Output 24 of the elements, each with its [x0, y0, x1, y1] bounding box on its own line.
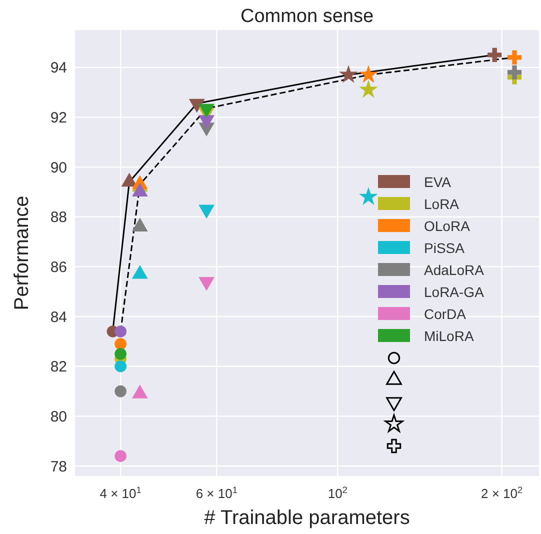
y-tick-label: 82 [50, 358, 67, 376]
legend-label: MiLoRA [424, 328, 474, 344]
y-tick-label: 78 [50, 458, 67, 476]
y-tick-label: 94 [50, 60, 67, 77]
x-tick-label: 4 × 10$^{1}$ [100, 485, 142, 501]
y-tick-label: 88 [50, 209, 67, 226]
chart-title: Common sense [240, 6, 374, 27]
legend-label: OLoRA [424, 218, 471, 234]
x-axis-title: # Trainable parameters [204, 507, 410, 529]
y-axis-title: Performance [11, 196, 33, 310]
legend-label: AdaLoRA [424, 262, 485, 278]
legend-label: LoRA [424, 196, 460, 212]
x-tick-label: 10$^{2}$ [328, 485, 348, 501]
y-tick-label: 86 [50, 258, 67, 276]
x-tick-label: 2 × 10$^{2}$ [481, 485, 523, 501]
x-tick-label: 6 × 10$^{1}$ [196, 485, 238, 501]
y-tick-label: 92 [50, 109, 67, 126]
legend-label: EVA [424, 174, 452, 190]
y-tick-label: 80 [50, 408, 67, 426]
legend-label: CorDA [424, 306, 467, 322]
legend-label: PiSSA [424, 240, 466, 256]
y-tick-label: 84 [50, 308, 67, 326]
legend-label: LoRA-GA [424, 284, 485, 300]
y-tick-label: 90 [50, 159, 67, 176]
